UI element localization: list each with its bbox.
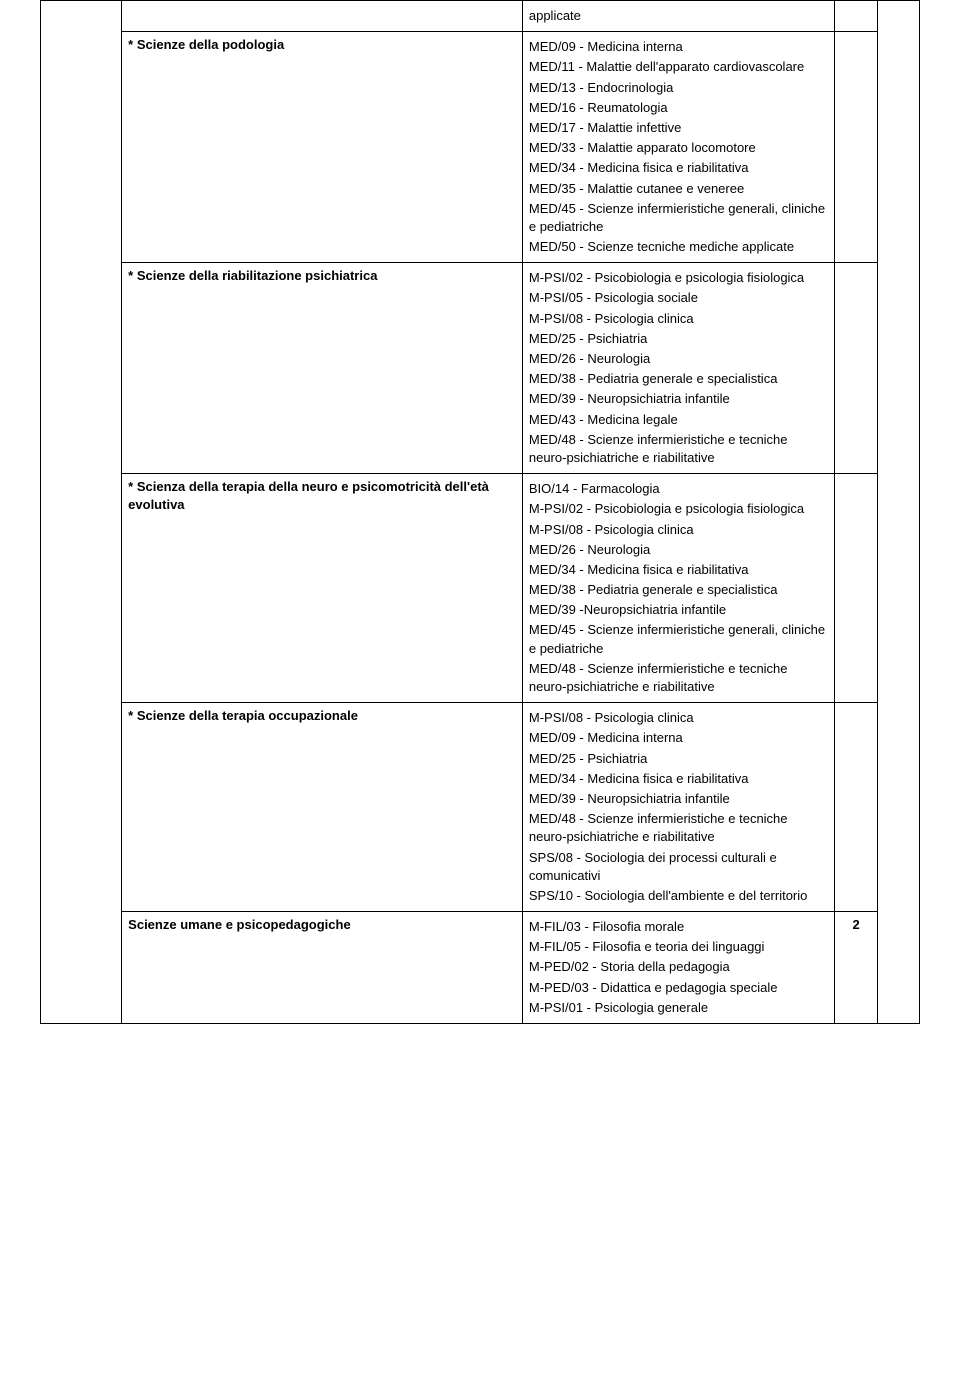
code-line: M-PSI/08 - Psicologia clinica — [529, 709, 829, 727]
code-line: M-PED/02 - Storia della pedagogia — [529, 958, 829, 976]
codes-cell: MED/09 - Medicina interna MED/11 - Malatt… — [522, 32, 835, 263]
code-line: MED/16 - Reumatologia — [529, 99, 829, 117]
code-line: MED/48 - Scienze infermieristiche e tecn… — [529, 660, 829, 696]
code-line: MED/17 - Malattie infettive — [529, 119, 829, 137]
subject-cell — [122, 1, 523, 32]
subject-cell: * Scienze della terapia occupazionale — [122, 703, 523, 912]
codes-cell: M-FIL/03 - Filosofia morale M-FIL/05 - Fi… — [522, 912, 835, 1024]
code-line: MED/09 - Medicina interna — [529, 38, 829, 56]
credits-cell — [835, 474, 877, 703]
code-line: MED/48 - Scienze infermieristiche e tecn… — [529, 810, 829, 846]
credits-cell — [835, 263, 877, 474]
credits-cell — [835, 32, 877, 263]
code-line: MED/13 - Endocrinologia — [529, 79, 829, 97]
code-line: MED/09 - Medicina interna — [529, 729, 829, 747]
code-line: MED/45 - Scienze infermieristiche genera… — [529, 200, 829, 236]
table-row: * Scienze della riabilitazione psichiatr… — [41, 263, 920, 474]
code-line: MED/34 - Medicina fisica e riabilitativa — [529, 770, 829, 788]
code-line: MED/38 - Pediatria generale e specialist… — [529, 581, 829, 599]
code-line: M-PSI/02 - Psicobiologia e psicologia fi… — [529, 500, 829, 518]
table-row: applicate — [41, 1, 920, 32]
subject-cell: * Scienze della podologia — [122, 32, 523, 263]
credits-cell — [835, 703, 877, 912]
code-line: applicate — [529, 7, 829, 25]
code-line: MED/34 - Medicina fisica e riabilitativa — [529, 561, 829, 579]
code-line: SPS/08 - Sociologia dei processi cultura… — [529, 849, 829, 885]
subject-cell: Scienze umane e psicopedagogiche — [122, 912, 523, 1024]
code-line: SPS/10 - Sociologia dell'ambiente e del … — [529, 887, 829, 905]
codes-cell: BIO/14 - Farmacologia M-PSI/02 - Psicobio… — [522, 474, 835, 703]
code-line: MED/26 - Neurologia — [529, 541, 829, 559]
subject-cell: * Scienze della riabilitazione psichiatr… — [122, 263, 523, 474]
code-line: MED/25 - Psichiatria — [529, 750, 829, 768]
curriculum-table: applicate* Scienze della podologiaMED/09… — [40, 0, 920, 1024]
code-line: MED/25 - Psichiatria — [529, 330, 829, 348]
code-line: BIO/14 - Farmacologia — [529, 480, 829, 498]
code-line: MED/39 - Neuropsichiatria infantile — [529, 390, 829, 408]
code-line: M-PSI/08 - Psicologia clinica — [529, 310, 829, 328]
code-line: MED/43 - Medicina legale — [529, 411, 829, 429]
code-line: MED/11 - Malattie dell'apparato cardiova… — [529, 58, 829, 76]
code-line: MED/38 - Pediatria generale e specialist… — [529, 370, 829, 388]
code-line: M-FIL/05 - Filosofia e teoria dei lingua… — [529, 938, 829, 956]
code-line: MED/39 - Neuropsichiatria infantile — [529, 790, 829, 808]
gutter-cell — [41, 1, 122, 1024]
credits-cell: 2 — [835, 912, 877, 1024]
code-line: MED/50 - Scienze tecniche mediche applic… — [529, 238, 829, 256]
code-line: MED/35 - Malattie cutanee e veneree — [529, 180, 829, 198]
table-row: Scienze umane e psicopedagogicheM-FIL/03… — [41, 912, 920, 1024]
tail-cell — [877, 1, 919, 1024]
code-line: MED/39 -Neuropsichiatria infantile — [529, 601, 829, 619]
code-line: M-PSI/01 - Psicologia generale — [529, 999, 829, 1017]
subject-cell: * Scienza della terapia della neuro e ps… — [122, 474, 523, 703]
table-row: * Scienza della terapia della neuro e ps… — [41, 474, 920, 703]
codes-cell: M-PSI/02 - Psicobiologia e psicologia fi… — [522, 263, 835, 474]
table-row: * Scienze della terapia occupazionaleM-P… — [41, 703, 920, 912]
credits-cell — [835, 1, 877, 32]
code-line: MED/34 - Medicina fisica e riabilitativa — [529, 159, 829, 177]
code-line: M-PED/03 - Didattica e pedagogia special… — [529, 979, 829, 997]
code-line: MED/48 - Scienze infermieristiche e tecn… — [529, 431, 829, 467]
code-line: M-FIL/03 - Filosofia morale — [529, 918, 829, 936]
codes-cell: M-PSI/08 - Psicologia clinica MED/09 - Me… — [522, 703, 835, 912]
table-row: * Scienze della podologiaMED/09 - Medici… — [41, 32, 920, 263]
codes-cell: applicate — [522, 1, 835, 32]
code-line: M-PSI/05 - Psicologia sociale — [529, 289, 829, 307]
code-line: MED/45 - Scienze infermieristiche genera… — [529, 621, 829, 657]
code-line: M-PSI/02 - Psicobiologia e psicologia fi… — [529, 269, 829, 287]
code-line: MED/33 - Malattie apparato locomotore — [529, 139, 829, 157]
code-line: M-PSI/08 - Psicologia clinica — [529, 521, 829, 539]
code-line: MED/26 - Neurologia — [529, 350, 829, 368]
